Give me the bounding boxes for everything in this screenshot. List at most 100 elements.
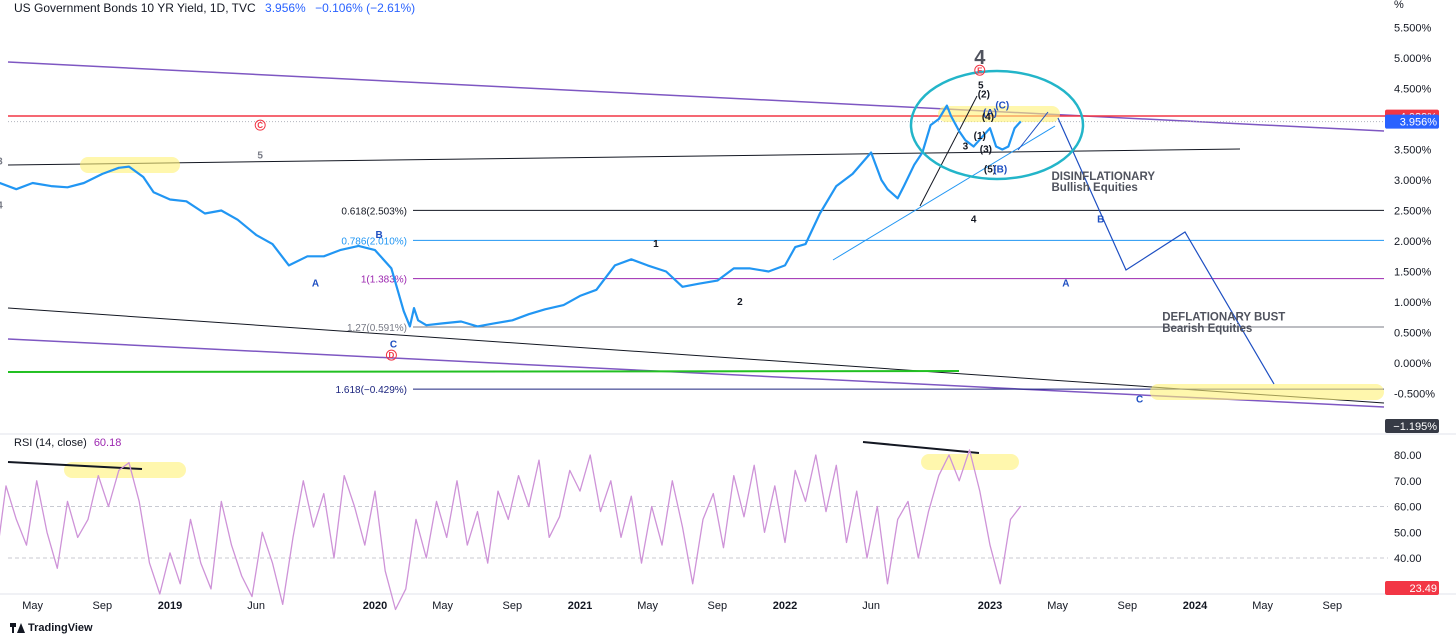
time-axis-tick-label: Sep bbox=[1118, 600, 1138, 612]
rsi-tag-box bbox=[1385, 581, 1439, 595]
wave-annotation-label: 4 bbox=[971, 215, 977, 226]
price-change: −0.106% (−2.61%) bbox=[315, 1, 416, 15]
wave-annotation-label: 1 bbox=[653, 239, 659, 250]
time-axis-tick-label: Sep bbox=[93, 600, 113, 612]
yield-price-series[interactable] bbox=[0, 104, 1022, 328]
fib-level-label: 0.786(2.010%) bbox=[341, 236, 407, 247]
rsi-value: 60.18 bbox=[93, 437, 122, 449]
wave-annotation-label: (2) bbox=[978, 90, 990, 101]
wave-annotation-label: 3 bbox=[963, 141, 969, 152]
fib-levels[interactable]: 0.618(2.503%) 0.786(2.010%) 1(1.383%) 1.27(… bbox=[336, 206, 1384, 396]
price-axis[interactable]: %5.500%5.000%4.500%4.000%3.500%3.000%2.5… bbox=[1394, 0, 1435, 401]
wave-annotation-label: (B) bbox=[993, 165, 1007, 176]
highlight-marker[interactable] bbox=[64, 462, 186, 478]
highlights bbox=[64, 106, 1384, 478]
time-axis-tick-label: 2019 bbox=[158, 600, 182, 612]
wave-annotations: 4E5(2)(A)(C)(4)(1)(3)(5)(B)34C534BACD12A… bbox=[0, 47, 1285, 406]
wave-annotation-label: (1) bbox=[974, 131, 986, 142]
wave-annotation-label: 5 bbox=[257, 151, 263, 162]
price-tag-box bbox=[1385, 419, 1439, 433]
price-axis-tick-label: 5.000% bbox=[1394, 53, 1432, 65]
time-axis-tick-label: 2020 bbox=[363, 600, 387, 612]
rsi-divergence-line[interactable] bbox=[862, 441, 980, 454]
price-axis-tick-label: 2.500% bbox=[1394, 206, 1432, 218]
wave-annotation-label: B bbox=[375, 230, 382, 241]
wave-annotation-label: 4 bbox=[0, 201, 3, 212]
time-axis-tick-label: Sep bbox=[503, 600, 523, 612]
rsi-axis-tick-label: 40.00 bbox=[1394, 553, 1422, 565]
price-axis-tick-label: 1.000% bbox=[1394, 297, 1432, 309]
price-tag-label: 3.956% bbox=[1400, 117, 1438, 129]
time-axis-tick-label: 2024 bbox=[1183, 600, 1208, 612]
wave-annotation-label: (5) bbox=[984, 165, 996, 176]
last-price: 3.956% bbox=[265, 1, 306, 15]
price-axis-tick-label: 4.500% bbox=[1394, 84, 1432, 96]
highlight-marker[interactable] bbox=[921, 454, 1019, 470]
price-axis-unit: % bbox=[1394, 0, 1404, 11]
price-axis-tick-label: 0.500% bbox=[1394, 328, 1432, 340]
symbol-title[interactable]: US Government Bonds 10 YR Yield, 1D, TVC bbox=[14, 1, 256, 15]
wave-annotation-label: D bbox=[389, 351, 395, 360]
time-axis-tick-label: 2022 bbox=[773, 600, 797, 612]
time-axis-tick-label: May bbox=[1047, 600, 1068, 612]
price-axis-tick-label: 0.000% bbox=[1394, 358, 1432, 370]
wave-annotation-label: 2 bbox=[737, 297, 743, 308]
wave-annotation-label: 3 bbox=[0, 157, 3, 168]
time-axis-tick-label: May bbox=[1252, 600, 1273, 612]
rsi-divergence-line[interactable] bbox=[7, 461, 143, 470]
rsi-pane[interactable]: 80.00 70.00 60.00 50.00 40.00 23.49 bbox=[0, 441, 1439, 611]
wave-annotation-label: A bbox=[1062, 279, 1069, 290]
wave-annotation-label: (4) bbox=[982, 112, 994, 123]
brand-name: TradingView bbox=[28, 622, 93, 634]
wave-annotation-label: Bearish Equities bbox=[1162, 323, 1252, 335]
time-axis-tick-label: May bbox=[637, 600, 658, 612]
rsi-axis-tick-label: 80.00 bbox=[1394, 450, 1422, 462]
projected-wave-path[interactable] bbox=[1057, 117, 1275, 385]
fib-level-label: 1.618(−0.429%) bbox=[336, 385, 407, 396]
wave-annotation-label: DEFLATIONARY BUST bbox=[1162, 311, 1285, 323]
symbol-header: US Government Bonds 10 YR Yield, 1D, TVC… bbox=[14, 1, 415, 15]
time-axis-tick-label: Jun bbox=[862, 600, 880, 612]
wave-annotation-label: A bbox=[312, 279, 319, 290]
time-axis[interactable]: May Sep 2019 Jun 2020 May Sep 2021 May Sep 2022 Jun… bbox=[22, 600, 1342, 612]
rsi-header: RSI (14, close) 60.18 bbox=[14, 437, 121, 449]
price-axis-tick-label: 5.500% bbox=[1394, 23, 1432, 35]
highlight-marker[interactable] bbox=[938, 106, 1060, 122]
time-axis-tick-label: May bbox=[22, 600, 43, 612]
wedge-lines[interactable] bbox=[832, 95, 1056, 261]
fib-level-label: 1.27(0.591%) bbox=[347, 323, 407, 334]
tradingview-logo[interactable]: TradingView bbox=[10, 622, 93, 634]
support-line-green[interactable] bbox=[7, 370, 960, 373]
consolidation-circle[interactable] bbox=[909, 69, 1085, 181]
wave-annotation-label: C bbox=[390, 340, 397, 351]
wave-annotation-label: E bbox=[977, 66, 983, 75]
wave-annotation-label: C bbox=[257, 121, 263, 130]
rsi-title[interactable]: RSI (14, close) bbox=[14, 437, 87, 449]
tradingview-logo-icon bbox=[10, 623, 25, 633]
fib-level-label: 1(1.383%) bbox=[361, 275, 407, 286]
wave-circle-icon bbox=[385, 349, 397, 361]
rsi-series[interactable] bbox=[0, 449, 1022, 611]
time-axis-tick-label: Sep bbox=[708, 600, 728, 612]
price-axis-tick-label: 3.500% bbox=[1394, 145, 1432, 157]
upper-trendline[interactable] bbox=[7, 148, 1241, 166]
time-axis-tick-label: 2021 bbox=[568, 600, 592, 612]
price-axis-tick-label: 3.000% bbox=[1394, 175, 1432, 187]
wave-annotation-label: DISINFLATIONARY bbox=[1052, 171, 1156, 183]
rsi-axis-tick-label: 50.00 bbox=[1394, 527, 1422, 539]
wave-annotation-label: (C) bbox=[995, 101, 1009, 112]
wave-annotation-label: 4 bbox=[974, 47, 986, 69]
price-axis-tick-label: 1.500% bbox=[1394, 267, 1432, 279]
time-axis-tick-label: Jun bbox=[247, 600, 265, 612]
fib-level-label: 0.618(2.503%) bbox=[341, 206, 407, 217]
wave-circle-icon bbox=[974, 64, 986, 76]
price-axis-tick-label: 2.000% bbox=[1394, 236, 1432, 248]
price-tags: 4.039%3.956%−1.195% bbox=[1385, 109, 1439, 433]
highlight-marker[interactable] bbox=[80, 157, 180, 173]
wave-annotation-label: B bbox=[1097, 215, 1104, 226]
rsi-tag-label: 23.49 bbox=[1409, 583, 1437, 595]
wave-annotation-label: (3) bbox=[980, 145, 992, 156]
highlight-marker[interactable] bbox=[1150, 384, 1384, 400]
wave-annotation-label: 5 bbox=[978, 80, 984, 91]
